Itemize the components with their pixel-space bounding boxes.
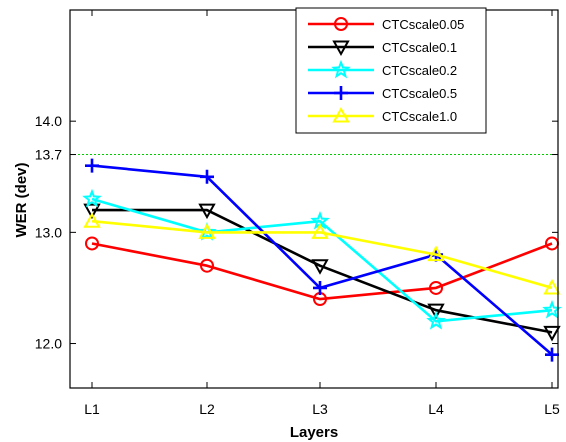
data-point: [197, 222, 217, 241]
y-tick-label: 13.7: [35, 147, 62, 163]
x-tick-label: L1: [84, 401, 100, 417]
series-line: [91, 242, 553, 301]
data-point: [542, 299, 562, 319]
data-point: [82, 188, 102, 208]
legend-entry: CTCscale1.0: [308, 106, 457, 124]
legend-label: CTCscale0.05: [382, 17, 464, 32]
data-point: [83, 212, 101, 228]
data-point: [543, 278, 561, 295]
x-tick-label: L3: [312, 401, 328, 417]
data-point: [83, 203, 101, 220]
legend-entry: CTCscale0.1: [308, 40, 457, 57]
data-point: [200, 169, 214, 184]
data-point: [85, 236, 99, 251]
legend-marker: [331, 59, 351, 79]
data-point: [313, 280, 327, 295]
legend-marker: [334, 17, 348, 31]
data-point: [427, 245, 445, 262]
series-ctcscale1-0: [83, 212, 561, 295]
legend-marker: [332, 40, 350, 57]
data-point: [543, 325, 561, 342]
legend-label: CTCscale1.0: [382, 109, 457, 124]
legend-marker: [332, 106, 350, 123]
legend-label: CTCscale0.5: [382, 86, 457, 101]
x-tick-label: L2: [199, 401, 215, 417]
y-tick-label: 14.0: [35, 113, 62, 129]
data-point: [200, 258, 214, 273]
legend-entry: CTCscale0.05: [308, 17, 464, 32]
data-point: [198, 223, 216, 239]
x-tick-label: L4: [428, 401, 444, 417]
legend-label: CTCscale0.1: [382, 40, 457, 55]
data-point: [311, 259, 329, 275]
data-point: [311, 223, 329, 239]
series-line: [91, 219, 553, 290]
legend-entry: CTCscale0.2: [308, 59, 457, 79]
legend: CTCscale0.05 CTCscale0.1 CTCscale0.2 CTCsca…: [295, 7, 487, 134]
y-tick-label: 13.0: [35, 224, 62, 240]
y-tick-label: 12.0: [35, 336, 62, 352]
series-ctcscale0-2: [82, 188, 562, 330]
data-point: [198, 203, 216, 220]
legend-marker: [334, 86, 348, 100]
data-point: [545, 347, 559, 362]
y-axis-title: WER (dev): [13, 162, 30, 237]
data-point: [427, 303, 445, 320]
data-point: [429, 280, 443, 295]
x-tick-label: L5: [544, 401, 560, 417]
x-axis-title: Layers: [290, 424, 338, 441]
legend-entry: CTCscale0.5: [308, 86, 457, 101]
legend-label: CTCscale0.2: [382, 63, 457, 78]
data-point: [426, 310, 446, 330]
data-point: [85, 158, 99, 173]
series-line: [91, 197, 553, 323]
